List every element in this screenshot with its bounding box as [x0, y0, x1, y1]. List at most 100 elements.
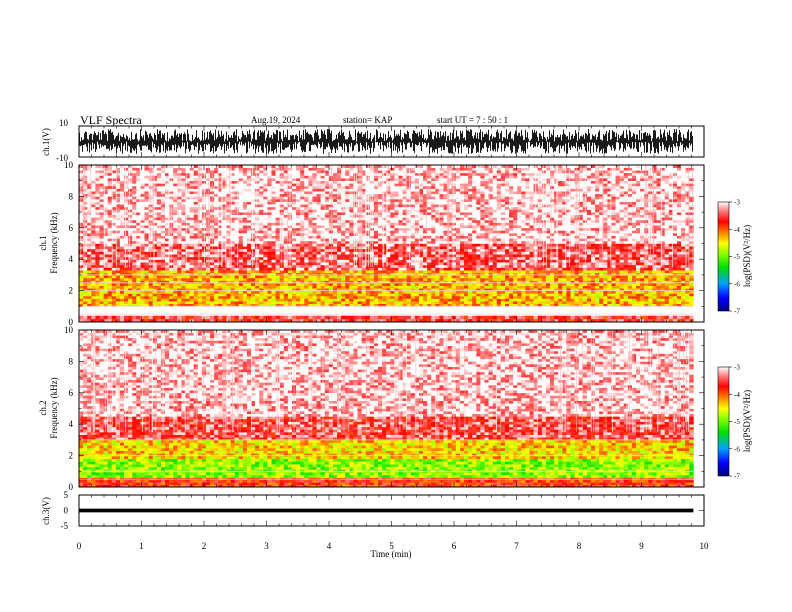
s1-cell	[300, 243, 305, 247]
s1-cell	[111, 201, 117, 205]
s1-cell	[324, 214, 330, 218]
s1-cell	[173, 270, 178, 274]
s1-cell	[361, 293, 367, 297]
s1-cell	[312, 188, 317, 192]
s1-cell	[99, 217, 104, 221]
s1-cell	[349, 315, 354, 320]
s1-cell	[296, 175, 301, 179]
s1-cell	[115, 225, 121, 229]
s1-cell	[410, 238, 416, 242]
s1-cell	[296, 238, 301, 242]
s1-cell	[259, 230, 264, 234]
s1-cell	[275, 283, 280, 286]
s1-cell	[136, 199, 141, 202]
s1-cell	[378, 240, 383, 244]
s1-cell	[103, 240, 108, 244]
s1-cell	[251, 267, 256, 271]
s1-cell	[296, 204, 301, 208]
s1-cell	[242, 288, 248, 292]
s1-cell	[99, 219, 104, 223]
s1-cell	[386, 295, 391, 299]
s1-cell	[324, 180, 330, 184]
s1-cell	[103, 219, 108, 223]
s1-cell	[402, 217, 407, 221]
s1-cell	[255, 251, 260, 255]
s1-cell	[132, 298, 137, 302]
s1-cell	[218, 172, 223, 176]
s1-cell	[349, 167, 354, 171]
s1-cell	[406, 178, 412, 181]
s1-cell	[349, 238, 354, 242]
s1-cell	[95, 167, 100, 171]
s1-cell	[414, 235, 420, 239]
s1-cell	[111, 251, 117, 255]
s1-cell	[165, 318, 170, 322]
s1-cell	[394, 222, 399, 226]
s1-cell	[128, 315, 133, 320]
s1-cell	[308, 233, 313, 236]
s1-cell	[402, 199, 407, 202]
s1-cell	[418, 295, 424, 299]
s1-cell	[136, 212, 141, 216]
s1-cell	[357, 275, 362, 279]
s1-cell	[287, 315, 293, 320]
s1-cell	[414, 270, 420, 274]
s1-cell	[181, 248, 186, 252]
s1-cell	[365, 270, 371, 274]
s1-cell	[136, 275, 141, 279]
s1-cell	[230, 167, 235, 171]
s1-cell	[283, 248, 289, 252]
s1-cell	[152, 214, 158, 218]
s1-cell	[308, 204, 313, 208]
s1-cell	[263, 172, 268, 176]
s1-cell	[181, 222, 186, 226]
s1-cell	[87, 243, 92, 247]
s1-cell	[394, 206, 399, 210]
s1-cell	[222, 196, 227, 200]
s1-cell	[144, 288, 149, 292]
s1-cell	[271, 251, 276, 255]
s1-cell	[275, 199, 280, 202]
s1-cell	[390, 204, 395, 208]
s1-cell	[124, 183, 129, 187]
s1-cell	[341, 206, 346, 210]
s1-cell	[382, 288, 387, 292]
s1-cell	[119, 170, 125, 174]
s1-cell	[136, 201, 141, 205]
s1-cell	[267, 295, 272, 299]
s1-cell	[124, 204, 129, 208]
s1-cell	[214, 277, 219, 281]
s1-cell	[128, 199, 133, 202]
s1-cell	[386, 219, 391, 223]
s1-cell	[373, 251, 379, 255]
s1-cell	[345, 259, 350, 263]
s1-cell	[423, 270, 428, 274]
s1-cell	[312, 183, 317, 187]
s1-cell	[345, 251, 350, 255]
s1-cell	[418, 283, 424, 286]
s1-cell	[177, 204, 182, 208]
s1-cell	[132, 209, 137, 213]
s1-cell	[246, 227, 252, 231]
s1-cell	[328, 318, 334, 322]
s1-cell	[394, 256, 399, 260]
s1-cell	[144, 209, 149, 213]
s1-cell	[259, 206, 264, 210]
s1-cell	[177, 259, 182, 263]
s1-cell	[431, 243, 436, 247]
s1-cell	[169, 290, 174, 294]
s1-cell	[349, 165, 354, 168]
s1-cell	[95, 185, 100, 189]
s1-cell	[402, 191, 407, 195]
s1-cell	[427, 275, 432, 279]
s1-cell	[300, 318, 305, 322]
ch1-waveform-trace	[79, 129, 693, 154]
s1-cell	[193, 165, 199, 168]
s1-cell	[410, 288, 416, 292]
s1-cell	[361, 240, 367, 244]
s1-cell	[357, 196, 362, 200]
s1-cell	[234, 209, 240, 213]
s1-cell	[226, 183, 231, 187]
s1-cell	[378, 225, 383, 229]
s1-cell	[87, 301, 92, 305]
